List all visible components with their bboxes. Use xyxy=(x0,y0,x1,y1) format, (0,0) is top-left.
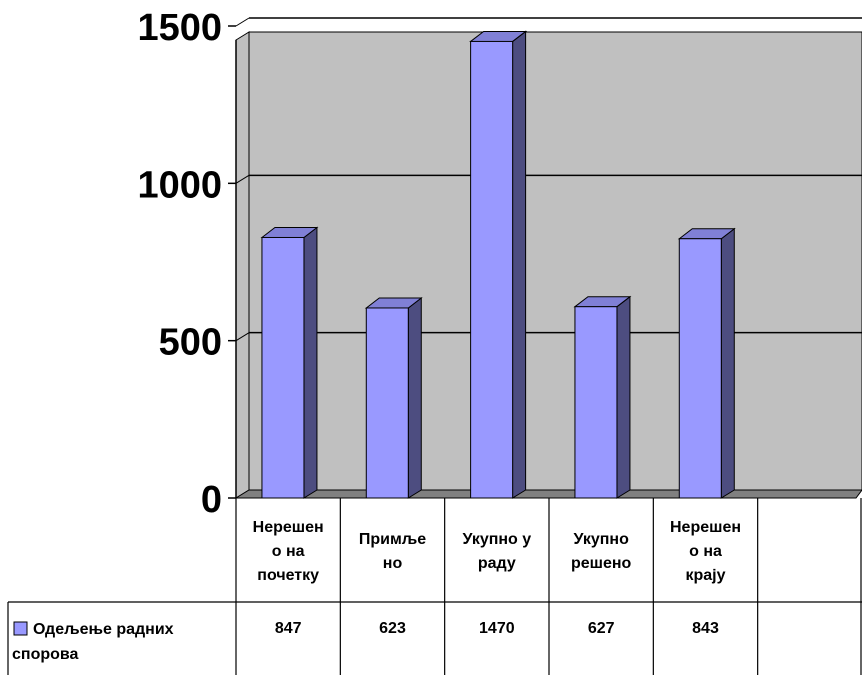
y-tick-label: 0 xyxy=(201,479,222,521)
category-label: раду xyxy=(478,555,516,572)
y-tick-label: 1000 xyxy=(137,164,222,206)
legend-key xyxy=(13,621,28,636)
category-label: Укупно у xyxy=(462,531,531,548)
plot-wall xyxy=(234,31,862,499)
y-tick-label: 1500 xyxy=(137,7,222,49)
gridline-diag xyxy=(235,332,250,342)
bar-front xyxy=(365,307,409,499)
series-name: Одељење радних xyxy=(33,621,174,638)
data-value-label: 1470 xyxy=(479,620,515,637)
series-name: спорова xyxy=(12,646,79,663)
category-label: Укупно xyxy=(573,531,629,548)
category-label: Примље xyxy=(359,531,426,548)
bar-front xyxy=(261,236,305,499)
bar xyxy=(364,296,423,499)
data-value-label: 847 xyxy=(275,620,302,637)
bar-front xyxy=(470,40,514,499)
bar xyxy=(573,295,632,499)
category-label: крају xyxy=(685,567,725,584)
category-label: о на xyxy=(689,543,722,560)
category-label: но xyxy=(383,555,403,572)
category-label: о на xyxy=(272,543,305,560)
bar-side xyxy=(720,227,735,499)
category-label: решено xyxy=(571,555,632,572)
bar-side xyxy=(616,295,631,499)
back-wall xyxy=(248,31,862,491)
data-value-label: 623 xyxy=(379,620,406,637)
bar xyxy=(677,227,736,499)
data-table: Нерешен о на почетку Примље но Укупно у раду Ук… xyxy=(7,498,862,675)
bar xyxy=(260,226,319,499)
bar-side xyxy=(407,296,422,499)
bar-side xyxy=(512,30,527,499)
data-value-label: 627 xyxy=(588,620,615,637)
data-value-label: 843 xyxy=(692,620,719,637)
y-tick-label: 500 xyxy=(159,322,222,364)
floor xyxy=(234,489,862,499)
bars xyxy=(260,30,736,499)
side-wall xyxy=(235,31,250,499)
category-label: Нерешен xyxy=(670,519,741,536)
y-axis: 0 500 1000 1500 xyxy=(137,7,237,521)
category-label: Нерешен xyxy=(253,519,324,536)
gridline-diag xyxy=(235,174,250,184)
bar xyxy=(469,30,528,499)
gridlines xyxy=(235,17,862,342)
bar-side xyxy=(303,226,318,499)
bar-front xyxy=(678,238,722,499)
bar-front xyxy=(574,306,618,499)
gridline-diag xyxy=(235,17,250,27)
category-label: почетку xyxy=(257,567,319,584)
